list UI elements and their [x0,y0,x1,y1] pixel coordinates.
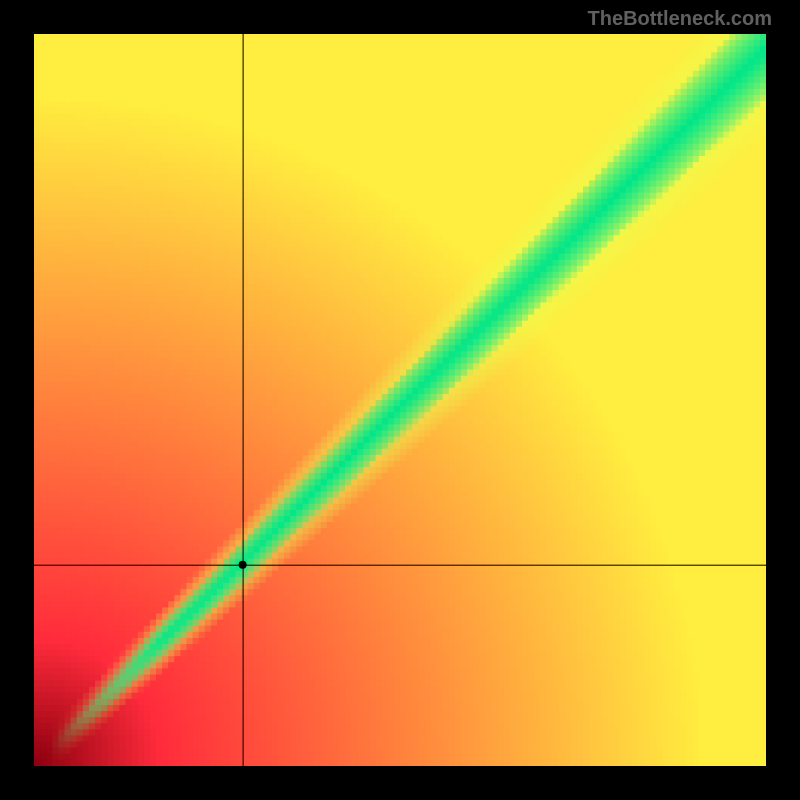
heatmap-canvas [34,34,766,766]
heatmap-chart [34,34,766,766]
watermark-text: TheBottleneck.com [588,8,772,31]
chart-container: TheBottleneck.com [0,0,800,800]
